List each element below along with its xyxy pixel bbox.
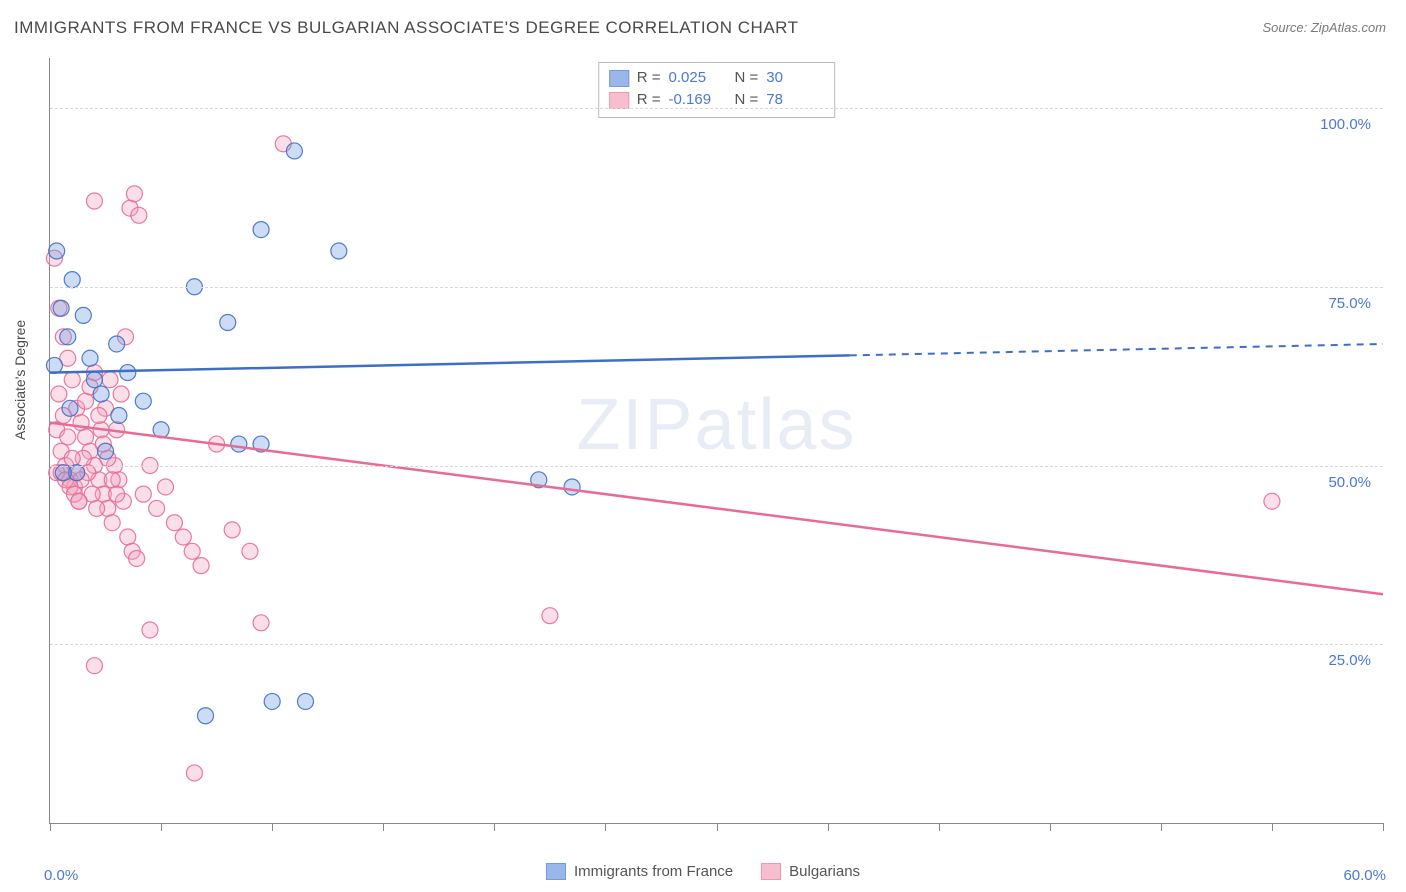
source-attribution: Source: ZipAtlas.com bbox=[1262, 20, 1386, 35]
legend-label-france: Immigrants from France bbox=[574, 863, 733, 880]
x-tick bbox=[50, 823, 51, 831]
x-tick-label: 0.0% bbox=[44, 867, 78, 884]
x-tick bbox=[828, 823, 829, 831]
legend-swatch-france bbox=[546, 863, 566, 880]
legend-label-bulgarians: Bulgarians bbox=[789, 863, 860, 880]
gridline bbox=[50, 466, 1383, 467]
plot-area: ZIPatlas R = 0.025 N = 30 R = -0.169 N =… bbox=[49, 58, 1383, 824]
legend-item-bulgarians: Bulgarians bbox=[761, 863, 860, 880]
x-tick bbox=[939, 823, 940, 831]
x-tick bbox=[1272, 823, 1273, 831]
x-tick bbox=[494, 823, 495, 831]
x-tick bbox=[1050, 823, 1051, 831]
y-axis-title: Associate's Degree bbox=[12, 320, 28, 440]
y-tick-label: 50.0% bbox=[1328, 474, 1371, 491]
x-tick bbox=[272, 823, 273, 831]
y-tick-label: 25.0% bbox=[1328, 652, 1371, 669]
x-tick bbox=[1161, 823, 1162, 831]
x-tick bbox=[717, 823, 718, 831]
y-tick-label: 100.0% bbox=[1320, 116, 1371, 133]
legend-bottom: Immigrants from France Bulgarians bbox=[546, 863, 860, 880]
x-tick bbox=[383, 823, 384, 831]
chart-svg bbox=[50, 58, 1383, 823]
gridline bbox=[50, 287, 1383, 288]
x-tick bbox=[605, 823, 606, 831]
legend-swatch-bulgarians bbox=[761, 863, 781, 880]
x-tick bbox=[161, 823, 162, 831]
gridline bbox=[50, 108, 1383, 109]
legend-item-france: Immigrants from France bbox=[546, 863, 733, 880]
x-tick-label: 60.0% bbox=[1343, 867, 1386, 884]
chart-title: IMMIGRANTS FROM FRANCE VS BULGARIAN ASSO… bbox=[14, 18, 799, 38]
y-tick-label: 75.0% bbox=[1328, 295, 1371, 312]
gridline bbox=[50, 644, 1383, 645]
x-tick bbox=[1383, 823, 1384, 831]
